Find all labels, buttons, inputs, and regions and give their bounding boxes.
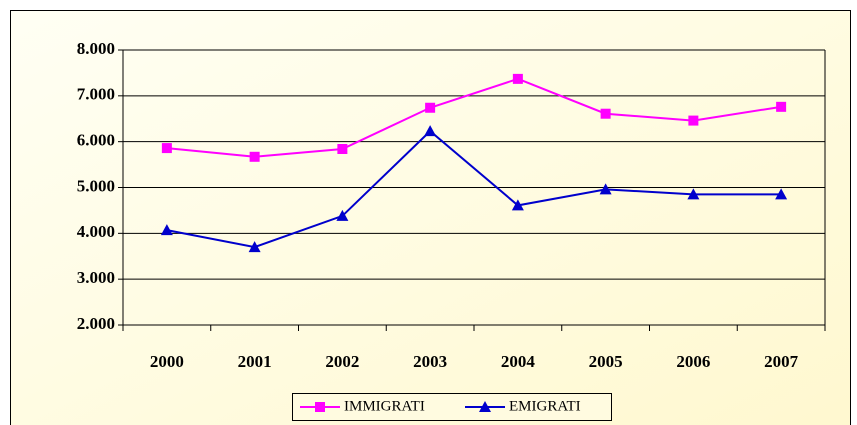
x-tick-label: 2001 bbox=[238, 352, 272, 371]
y-tick-label: 2.000 bbox=[77, 314, 115, 333]
data-point bbox=[248, 241, 261, 253]
data-point bbox=[511, 199, 524, 211]
data-point bbox=[336, 209, 349, 221]
legend-marker bbox=[315, 402, 325, 412]
data-point bbox=[688, 115, 699, 126]
y-tick-label: 5.000 bbox=[77, 176, 115, 195]
x-tick-label: 2002 bbox=[325, 352, 359, 371]
data-point bbox=[600, 108, 611, 119]
data-point bbox=[249, 151, 260, 162]
chart-frame bbox=[10, 10, 851, 425]
x-tick-label: 2007 bbox=[764, 352, 799, 371]
data-point bbox=[775, 188, 788, 200]
data-point bbox=[776, 101, 787, 112]
data-point bbox=[425, 102, 436, 113]
y-tick-label: 7.000 bbox=[77, 85, 115, 104]
x-tick-label: 2000 bbox=[150, 352, 184, 371]
data-point bbox=[337, 144, 348, 154]
series-line bbox=[166, 129, 782, 249]
y-tick-label: 4.000 bbox=[77, 222, 115, 241]
data-point bbox=[512, 73, 523, 84]
legend-label: EMIGRATI bbox=[509, 398, 581, 414]
data-point bbox=[687, 188, 700, 200]
legend-marker bbox=[479, 401, 491, 412]
legend-box bbox=[292, 393, 612, 421]
legend-label: IMMIGRATI bbox=[344, 398, 425, 414]
y-tick-label: 6.000 bbox=[77, 131, 115, 150]
x-tick-label: 2006 bbox=[676, 352, 710, 371]
data-point bbox=[424, 125, 437, 137]
data-point bbox=[160, 224, 173, 236]
y-tick-label: 3.000 bbox=[77, 268, 115, 287]
x-tick-label: 2003 bbox=[413, 352, 447, 371]
data-point bbox=[599, 183, 612, 195]
x-tick-label: 2004 bbox=[501, 352, 536, 371]
x-tick-label: 2005 bbox=[589, 352, 623, 371]
series-line bbox=[166, 77, 782, 158]
y-tick-label: 8.000 bbox=[77, 39, 115, 58]
data-point bbox=[161, 143, 172, 154]
